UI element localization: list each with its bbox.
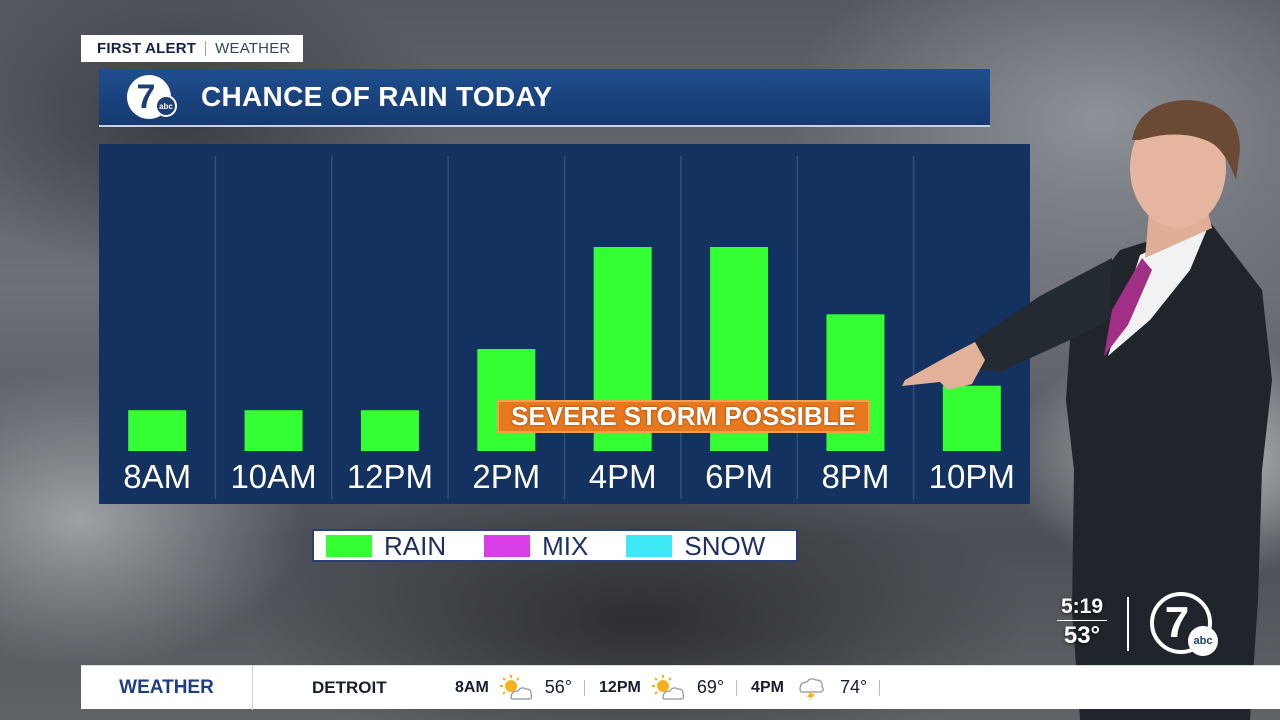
slot-time: 4PM: [751, 678, 784, 696]
ticker-slot: 4PM 74°: [751, 666, 894, 710]
station-logo-icon: 7 abc: [127, 75, 177, 119]
severe-storm-annotation: SEVERE STORM POSSIBLE: [497, 400, 870, 433]
legend-label-mix: MIX: [542, 530, 589, 561]
legend-item-snow: SNOW: [626, 533, 765, 559]
legend-swatch-snow: [626, 534, 673, 557]
legend-label-rain: RAIN: [384, 530, 447, 561]
tick-label-12pm: 12PM: [347, 458, 433, 495]
tick-label-8pm: 8PM: [822, 458, 890, 495]
clock-temperature: 53°: [1063, 622, 1101, 649]
clock-readout: 5:19 53°: [1057, 596, 1107, 651]
tick-label-10am: 10AM: [230, 458, 316, 495]
tick-label-10pm: 10PM: [929, 458, 1015, 495]
rain-chance-chart: 8AM 10AM 12PM 2PM 4PM 6PM 8PM 10PM: [99, 144, 1030, 504]
brand-tag-weather: WEATHER: [215, 40, 291, 57]
partly-sunny-icon: [499, 674, 533, 700]
weather-ticker: WEATHER DETROIT 8AM 56° 12PM 69°: [81, 665, 1280, 710]
slot-temp: 74°: [839, 677, 868, 697]
page-title: CHANCE OF RAIN TODAY: [201, 81, 553, 112]
slot-time: 8AM: [455, 678, 489, 696]
bar-10pm: [942, 385, 1001, 451]
tick-label-2pm: 2PM: [472, 458, 540, 495]
slot-temp: 69°: [696, 677, 725, 697]
corner-station-logo-icon: 7 abc: [1150, 592, 1218, 656]
ticker-slot: 8AM 56°: [455, 666, 599, 710]
brand-tag-first-alert: FIRST ALERT: [97, 40, 197, 57]
clock-divider: [1127, 597, 1129, 651]
chart-svg: 8AM 10AM 12PM 2PM 4PM 6PM 8PM 10PM: [123, 156, 1015, 499]
slot-temp: 56°: [544, 677, 573, 697]
legend-swatch-mix: [484, 534, 531, 557]
partly-sunny-icon: [651, 674, 685, 700]
slot-divider: [879, 679, 881, 696]
logo-network: abc: [155, 95, 177, 117]
legend-item-rain: RAIN: [326, 533, 446, 559]
slot-time: 12PM: [599, 678, 641, 696]
ticker-slot: 12PM 69°: [599, 666, 751, 710]
tick-label-8am: 8AM: [123, 458, 191, 495]
chart-legend: RAIN MIX SNOW: [312, 529, 798, 562]
tick-label-6pm: 6PM: [705, 458, 773, 495]
legend-item-mix: MIX: [484, 533, 588, 559]
clock-time: 5:19: [1057, 596, 1107, 621]
ticker-city: DETROIT: [312, 677, 387, 697]
slot-divider: [584, 679, 586, 696]
tick-label-4pm: 4PM: [589, 458, 657, 495]
brand-tag-divider: [205, 41, 207, 56]
slot-divider: [736, 679, 738, 696]
brand-tag: FIRST ALERT WEATHER: [81, 35, 303, 62]
legend-label-snow: SNOW: [684, 530, 766, 561]
thunderstorm-icon: [799, 677, 824, 702]
corner-logo-network: abc: [1188, 626, 1218, 656]
bar-12pm: [360, 410, 419, 451]
legend-swatch-rain: [326, 534, 372, 557]
ticker-label: WEATHER: [81, 665, 253, 710]
title-bar: 7 abc CHANCE OF RAIN TODAY: [99, 69, 990, 127]
corner-logo-number: 7: [1164, 598, 1190, 647]
bar-10am: [244, 410, 303, 451]
logo-number: 7: [136, 78, 156, 116]
bar-8am: [128, 410, 187, 451]
